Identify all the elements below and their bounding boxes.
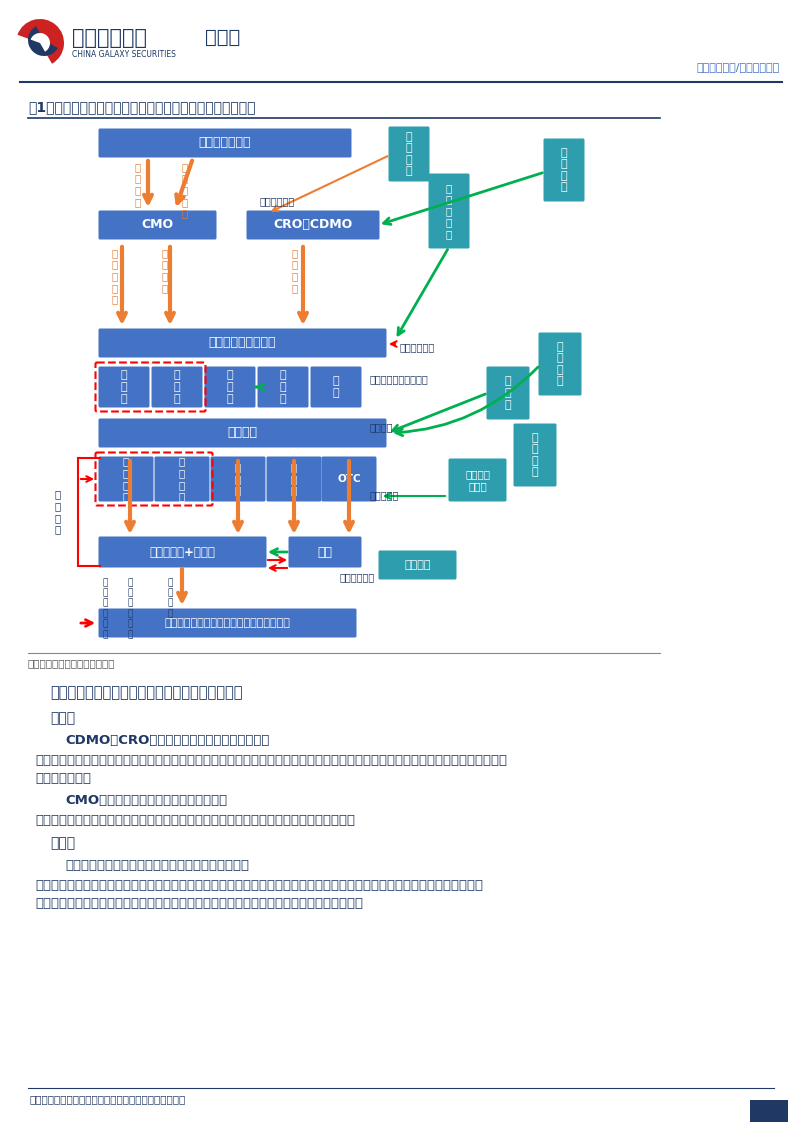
Text: 龙头整合: 龙头整合 [370,421,394,432]
Text: 下游最大支付方：医保基金（医保局统筹）: 下游最大支付方：医保基金（医保局统筹） [164,617,290,628]
FancyBboxPatch shape [538,332,581,395]
FancyBboxPatch shape [99,537,266,568]
FancyBboxPatch shape [266,457,322,502]
Text: 图1：近年来政策面对产业影响（绿色为促进，红色为抑制）: 图1：近年来政策面对产业影响（绿色为促进，红色为抑制） [28,100,256,114]
FancyBboxPatch shape [487,366,529,419]
Text: 时由于对药品质量的监管力度加大，不具备原料药制剂一体化的企业，面对上游原料药企业的: 时由于对药品质量的监管力度加大，不具备原料药制剂一体化的企业，面对上游原料药企业… [35,897,363,910]
Text: 合
成: 合 成 [333,376,339,398]
Text: 药品和器械生产企业景气度依据创新能力出现分化。: 药品和器械生产企业景气度依据创新能力出现分化。 [65,859,249,872]
Text: 医药产业的上游: 医药产业的上游 [199,136,251,150]
Text: 化
学
原
料
药: 化 学 原 料 药 [111,248,118,305]
FancyBboxPatch shape [388,127,430,181]
Text: 生
物
药: 生 物 药 [280,370,286,403]
FancyBboxPatch shape [99,128,351,157]
Text: 资料来源：中国银河证券研究院: 资料来源：中国银河证券研究院 [28,658,115,668]
Text: 增加生产成本: 增加生产成本 [400,342,435,352]
Text: 鼓
励
创
新: 鼓 励 创 新 [561,147,567,193]
Text: 医院（公立+私立）: 医院（公立+私立） [149,545,216,559]
FancyBboxPatch shape [322,457,376,502]
Text: 仿
制
药: 仿 制 药 [174,370,180,403]
Text: 中游：: 中游： [50,836,75,850]
FancyBboxPatch shape [289,537,362,568]
FancyBboxPatch shape [544,138,585,202]
Text: OTC: OTC [337,474,361,484]
Text: 中
成
药: 中 成 药 [120,370,128,403]
Text: 一
致
性
评
价: 一 致 性 评 价 [446,182,452,239]
FancyBboxPatch shape [246,211,379,239]
FancyBboxPatch shape [379,551,456,579]
Text: 处
方
药: 处 方 药 [291,462,297,495]
FancyBboxPatch shape [99,329,387,358]
FancyBboxPatch shape [750,1100,788,1122]
Text: 竞品较多的降价幅度大: 竞品较多的降价幅度大 [370,374,429,384]
FancyBboxPatch shape [99,457,153,502]
Text: 打
止
骗
保: 打 止 骗 保 [168,578,172,619]
Text: 在国家鼓励药械创新的系列配套政策下，国内药企的创新热情被极大程度激发、医药定制研发生产的外包需求加大、行业景气度提升，: 在国家鼓励药械创新的系列配套政策下，国内药企的创新热情被极大程度激发、医药定制研… [35,753,507,767]
FancyBboxPatch shape [99,418,387,448]
Text: 环
保
压
力: 环 保 压 力 [406,131,412,177]
Text: 医院改造需求: 医院改造需求 [340,572,375,582]
FancyBboxPatch shape [8,8,348,76]
Text: 我们从全产业链的角度对行业的景气度进行分析：: 我们从全产业链的角度对行业的景气度进行分析： [50,685,242,700]
FancyBboxPatch shape [155,457,209,502]
Text: 议价能力增强。: 议价能力增强。 [35,772,91,785]
FancyBboxPatch shape [152,366,202,408]
Text: 随着环保持续趋严，行业整体去产能过程提速，集中度提升，优质龙头公司的话语权增强。: 随着环保持续趋严，行业整体去产能过程提速，集中度提升，优质龙头公司的话语权增强。 [35,813,355,827]
Text: CRO、CDMO: CRO、CDMO [273,219,353,231]
Text: CHINA GALAXY SECURITIES: CHINA GALAXY SECURITIES [72,50,176,59]
Text: 处
方
药: 处 方 药 [235,462,241,495]
Text: CMO: CMO [141,219,173,231]
Text: CMO行业集中度提升，龙头话语权增强。: CMO行业集中度提升，龙头话语权增强。 [65,794,227,807]
FancyBboxPatch shape [513,424,557,486]
Text: 增加生产成本: 增加生产成本 [260,196,295,206]
Text: 医
保
控
费: 医 保 控 费 [55,489,61,535]
Text: 中国银河证券: 中国银河证券 [72,28,147,48]
Text: 药店: 药店 [318,545,333,559]
Text: 限
制
高
值
耗
材: 限 制 高 值 耗 材 [128,578,132,639]
Wedge shape [30,33,50,52]
Text: 医药分开
家加成: 医药分开 家加成 [465,469,490,491]
FancyBboxPatch shape [257,366,309,408]
Wedge shape [28,26,58,56]
Text: 辅
助
用
药: 辅 助 用 药 [123,457,129,502]
Text: 医药分销: 医药分销 [228,426,257,440]
Text: 处方药外流: 处方药外流 [370,489,399,500]
FancyBboxPatch shape [428,173,469,248]
Text: 动
植
物
原
料: 动 植 物 原 料 [182,162,188,219]
FancyBboxPatch shape [99,366,149,408]
FancyBboxPatch shape [99,211,217,239]
Text: 创
新
药: 创 新 药 [227,370,233,403]
Text: 行业动态报告/医药健康行业: 行业动态报告/医药健康行业 [697,62,780,73]
Text: 上游：: 上游： [50,712,75,725]
Text: 生
物
制
品: 生 物 制 品 [162,248,168,292]
FancyBboxPatch shape [448,459,507,502]
Text: 社会办医: 社会办医 [404,560,431,570]
FancyBboxPatch shape [205,366,256,408]
Text: CDMO、CRO行业议价能力提升，景气度提升。: CDMO、CRO行业议价能力提升，景气度提升。 [65,734,269,747]
Text: 4: 4 [764,1104,774,1118]
Wedge shape [18,19,64,63]
Text: 对于仿制药械行业，一方面一致性评价加大企业成本，另一方面带量采购政策将延续，相关公司的盈利水平很难恢复到前期。同: 对于仿制药械行业，一方面一致性评价加大企业成本，另一方面带量采购政策将延续，相关… [35,879,483,892]
FancyBboxPatch shape [210,457,265,502]
Text: 研
究
服
务: 研 究 服 务 [292,248,298,292]
Text: 耗
材
器
械: 耗 材 器 械 [179,457,185,502]
FancyBboxPatch shape [310,366,362,408]
FancyBboxPatch shape [99,608,357,638]
Text: 两
票
制: 两 票 制 [504,376,512,410]
Text: 化
工
原
料: 化 工 原 料 [135,162,141,207]
Text: 医药制造和器械制造: 医药制造和器械制造 [209,337,276,349]
Text: 请务必阅读正文最后的中国银河证券股份公司免责声明。: 请务必阅读正文最后的中国银河证券股份公司免责声明。 [30,1094,186,1104]
Text: 分
级
诊
疗: 分 级 诊 疗 [532,433,538,477]
Text: 限
制
辅
助
用
药: 限 制 辅 助 用 药 [103,578,107,639]
Text: 集
中
采
购: 集 中 采 购 [557,342,563,386]
Text: 研究院: 研究院 [205,28,241,46]
